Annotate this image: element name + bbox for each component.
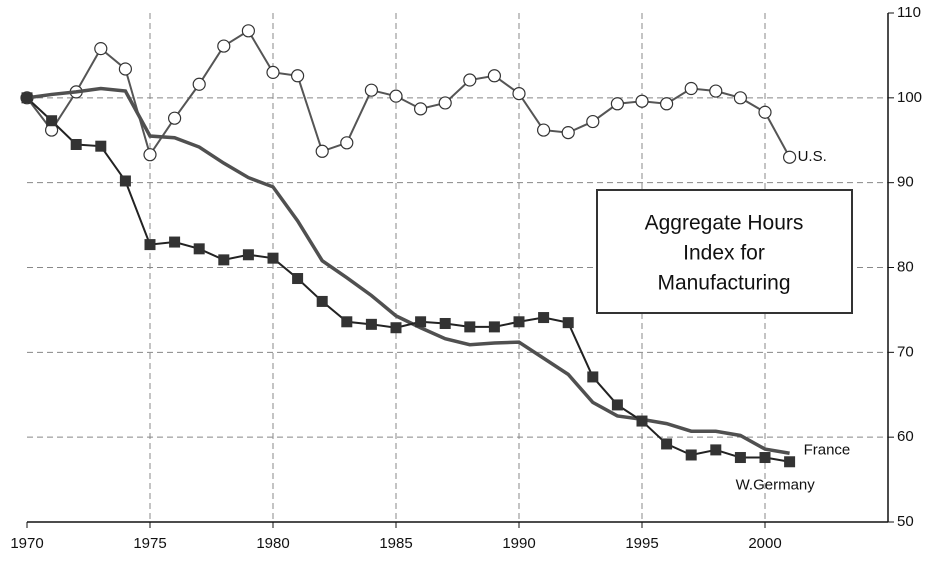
series-label: W.Germany [736,477,816,494]
annotation-text: Index for [683,242,765,265]
series-label: France [804,441,851,458]
annotation-text: Manufacturing [657,272,790,295]
x-tick-label: 1980 [256,535,289,552]
y-tick-label: 50 [897,513,914,530]
point [242,249,254,261]
point [610,97,625,111]
point [487,69,501,83]
point [611,399,623,411]
point [586,114,600,129]
point [464,321,476,333]
point [341,316,353,328]
x-tick-label: 1985 [379,535,412,552]
x-tick-label: 1995 [625,535,658,552]
point [291,69,305,83]
y-tick-label: 70 [897,343,914,360]
point [415,316,427,328]
point [218,254,230,266]
point [119,175,131,187]
point [438,96,452,110]
point [70,138,82,150]
point [169,236,181,248]
point [46,115,58,127]
point [733,91,748,105]
point [292,273,304,285]
point [144,239,156,251]
point [636,415,648,427]
point [782,150,797,164]
point [266,65,280,79]
point [734,452,746,464]
annotation: Aggregate Hours Index for Manufacturing [596,189,853,314]
point [95,140,107,152]
y-tick-label: 60 [897,428,914,445]
x-tick-label: 1970 [10,535,43,552]
x-tick-label: 1990 [502,535,535,552]
series-line [26,86,790,456]
point [758,105,772,119]
series-label: U.S. [798,148,827,165]
point [389,89,403,103]
series-line [26,29,791,158]
y-tick-label: 100 [897,89,922,106]
point [118,62,133,76]
point [143,148,157,162]
point [390,322,402,334]
point [659,97,674,111]
point [168,111,182,125]
point [316,295,328,307]
point [536,123,551,137]
point [21,92,33,104]
point [463,73,477,87]
point [709,84,723,98]
point [364,83,378,97]
point [784,456,796,468]
point [94,42,108,56]
point [217,39,231,53]
point [635,94,649,108]
point [759,452,771,464]
point [561,126,575,140]
y-tick-label: 90 [897,174,914,191]
point [562,317,574,329]
y-tick-label: 110 [897,4,921,21]
point [241,24,255,38]
point [192,77,206,91]
point [512,86,526,101]
point [661,438,673,450]
x-tick-label: 2000 [748,535,781,552]
point [710,444,722,456]
annotation-text: Aggregate Hours [645,212,804,235]
point [488,321,500,333]
point [340,136,354,150]
point [513,316,525,328]
point [267,252,279,264]
point [587,371,599,383]
point [414,102,428,116]
point [685,449,697,461]
point [439,317,451,329]
annotation-box [596,189,853,314]
point [193,243,205,255]
y-tick-label: 80 [897,258,914,275]
point [365,318,377,330]
x-tick-label: 1975 [133,535,166,552]
point [684,81,698,96]
point [315,144,329,158]
point [538,312,550,324]
